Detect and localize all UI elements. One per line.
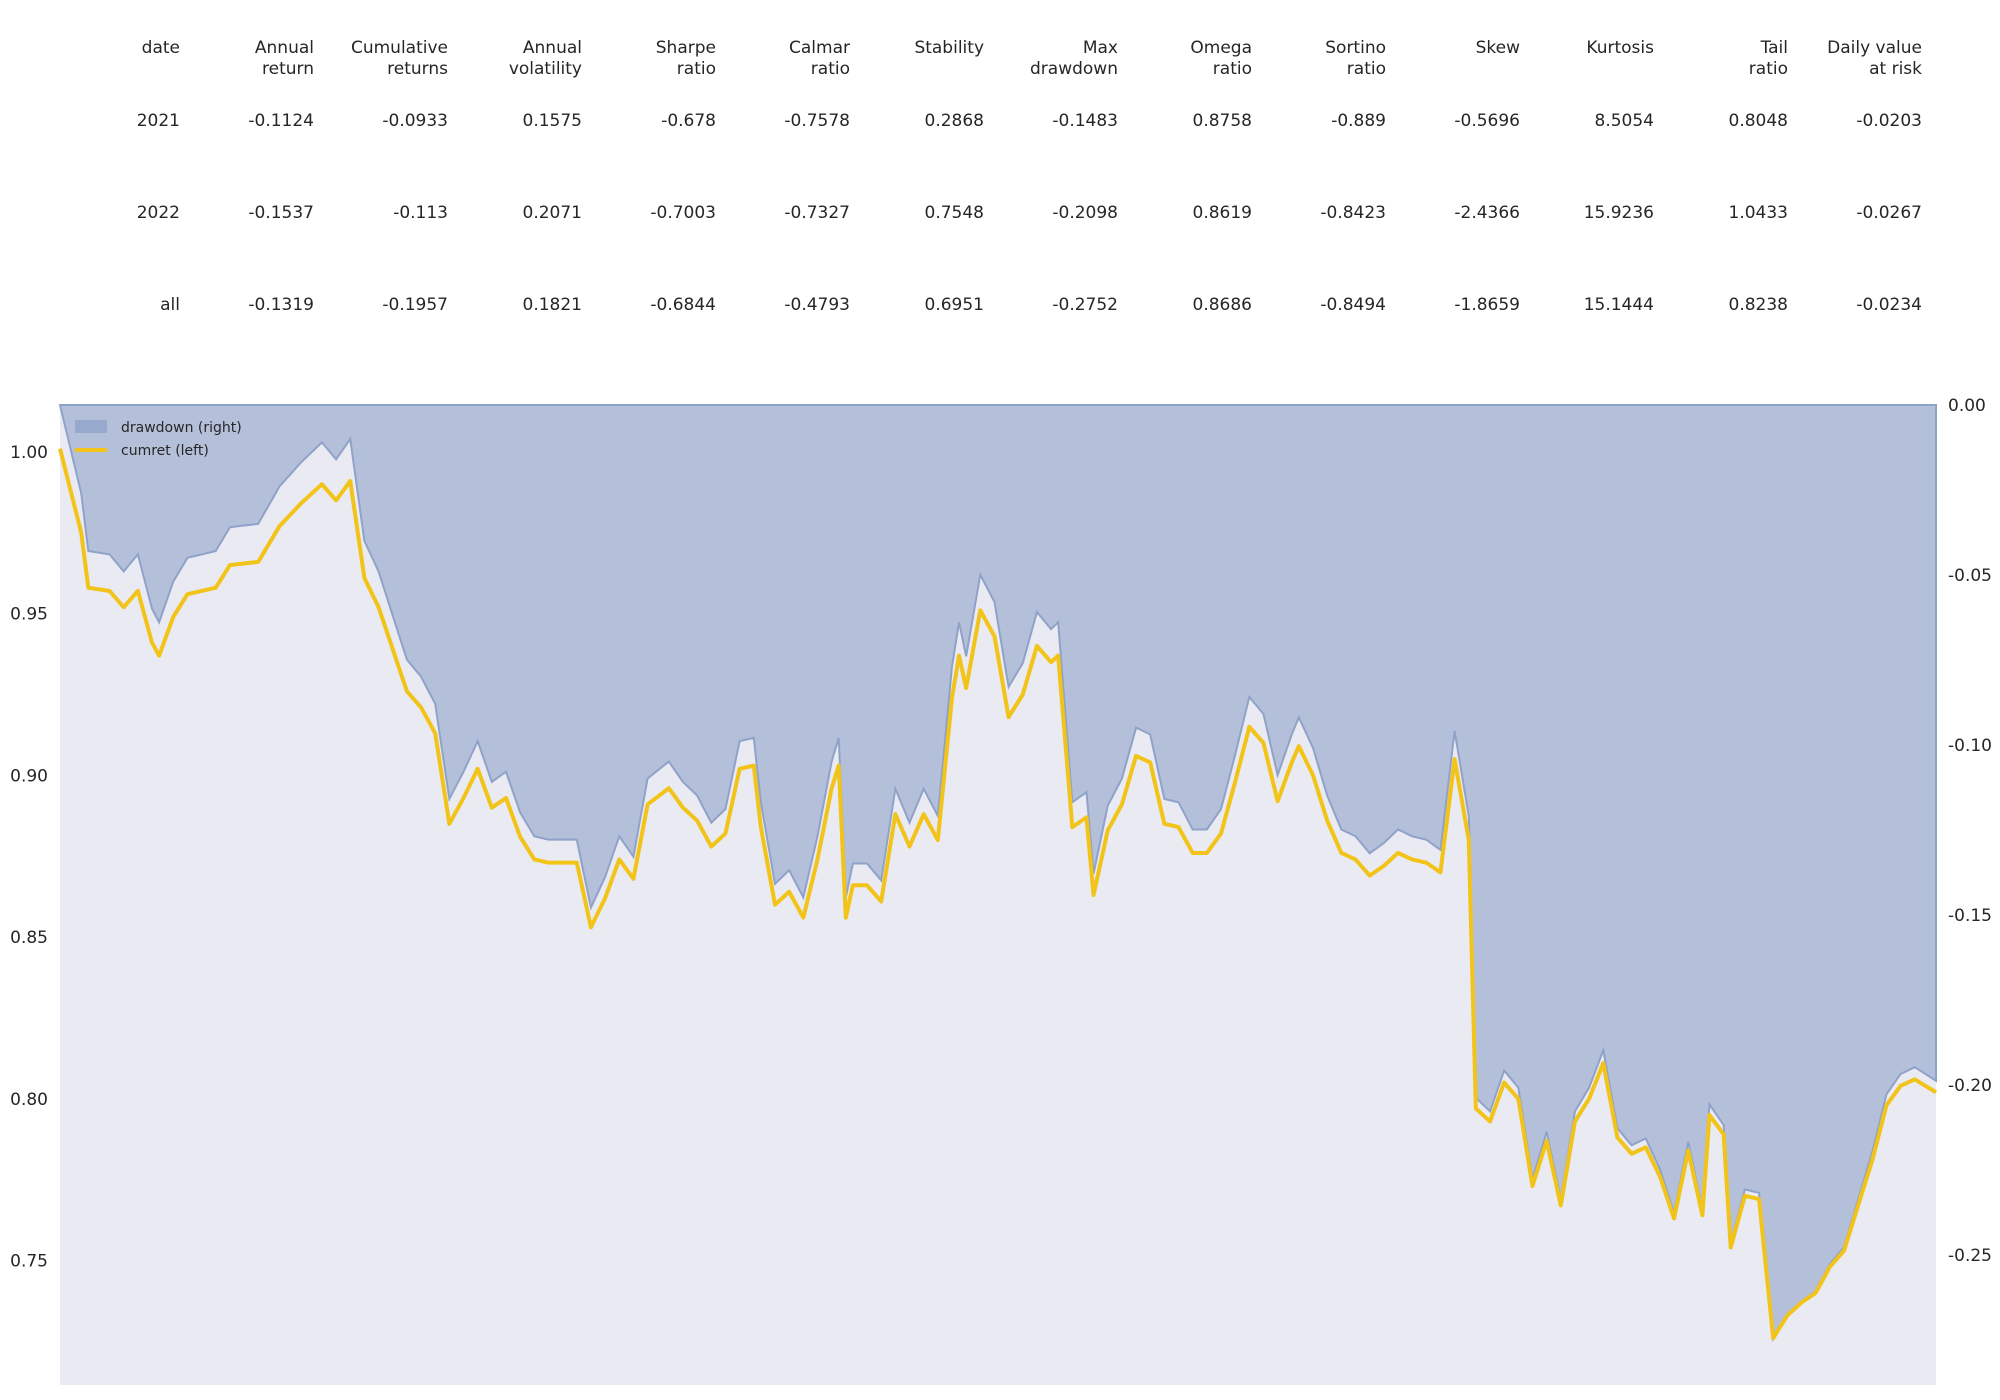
table-cell: 0.1821 xyxy=(522,295,582,315)
table-cell: 0.1575 xyxy=(522,111,582,131)
table-cell: 0.8758 xyxy=(1192,111,1252,131)
legend-swatch-drawdown xyxy=(75,420,107,433)
left-axis-tick-label: 0.80 xyxy=(10,1090,48,1110)
legend-label-cumret: cumret (left) xyxy=(121,443,209,459)
table-cell: -0.0203 xyxy=(1856,111,1922,131)
table-cell: 8.5054 xyxy=(1594,111,1654,131)
table-cell: -0.6844 xyxy=(650,295,716,315)
right-axis-tick-label: -0.15 xyxy=(1948,906,1992,926)
table-cell: -0.2752 xyxy=(1052,295,1118,315)
table-header-cell: date xyxy=(141,38,180,58)
left-y-axis: 0.75 0.80 0.85 0.90 0.95 1.00 xyxy=(10,443,48,1272)
table-cell: 0.8686 xyxy=(1192,295,1252,315)
table-header-cell: Cumulative returns xyxy=(350,38,448,79)
table-cell: -0.8423 xyxy=(1320,203,1386,223)
left-axis-tick-label: 0.90 xyxy=(10,766,48,786)
table-cell: -0.1537 xyxy=(248,203,314,223)
cumret-line-layer xyxy=(58,448,1938,1341)
drawdown-area xyxy=(58,404,1937,1342)
table-header-cell: Calmar ratio xyxy=(789,38,850,79)
table-cell: -0.7578 xyxy=(784,111,850,131)
table-cell: 0.8619 xyxy=(1192,203,1252,223)
table-row-label: 2022 xyxy=(136,203,180,223)
left-axis-tick-label: 0.85 xyxy=(10,928,48,948)
table-cell: 15.9236 xyxy=(1583,203,1654,223)
table-cell: -2.4366 xyxy=(1454,203,1520,223)
table-cell: -0.2098 xyxy=(1052,203,1118,223)
table-cell: -0.1124 xyxy=(248,111,314,131)
table-cell: 0.8048 xyxy=(1728,111,1788,131)
table-cell: -0.678 xyxy=(661,111,716,131)
right-axis-tick-label: 0.00 xyxy=(1948,396,1986,416)
table-cell: -0.4793 xyxy=(784,295,850,315)
drawdown-area-layer xyxy=(58,404,1937,1342)
table-header-cell: Annual volatility xyxy=(508,38,582,79)
table-cell: -0.7327 xyxy=(784,203,850,223)
table-header-cell: Kurtosis xyxy=(1586,38,1654,58)
left-axis-tick-label: 1.00 xyxy=(10,443,48,463)
right-axis-tick-label: -0.05 xyxy=(1948,566,1992,586)
table-cell: -0.5696 xyxy=(1454,111,1520,131)
right-axis-tick-label: -0.20 xyxy=(1948,1076,1992,1096)
table-header-cell: Max drawdown xyxy=(1030,38,1118,79)
table-cell: -0.0267 xyxy=(1856,203,1922,223)
table-cell: 1.0433 xyxy=(1728,203,1788,223)
table-cell: -1.8659 xyxy=(1454,295,1520,315)
table-cell: -0.0933 xyxy=(382,111,448,131)
table-cell: -0.889 xyxy=(1331,111,1386,131)
table-header-cell: Sortino ratio xyxy=(1325,38,1386,79)
table-cell: 15.1444 xyxy=(1583,295,1654,315)
right-y-axis: 0.00 -0.05 -0.10 -0.15 -0.20 -0.25 xyxy=(1948,396,1992,1266)
table-header-cell: Annual return xyxy=(254,38,314,79)
table-cell: -0.1483 xyxy=(1052,111,1118,131)
table-cell: -0.113 xyxy=(393,203,448,223)
left-axis-tick-label: 0.95 xyxy=(10,605,48,625)
table-header-cell: Omega ratio xyxy=(1190,38,1252,79)
table-header-cell: Daily value at risk xyxy=(1827,38,1922,79)
table-cell: -0.8494 xyxy=(1320,295,1386,315)
table-cell: 0.6951 xyxy=(924,295,984,315)
right-axis-tick-label: -0.25 xyxy=(1948,1246,1992,1266)
table-cell: -0.1319 xyxy=(248,295,314,315)
table-cell: 0.8238 xyxy=(1728,295,1788,315)
table-header-cell: Sharpe ratio xyxy=(655,38,716,79)
cumret-line xyxy=(58,448,1938,1341)
table-header-cell: Skew xyxy=(1475,38,1520,58)
legend-label-drawdown: drawdown (right) xyxy=(121,420,242,436)
right-axis-tick-label: -0.10 xyxy=(1948,736,1992,756)
table-cell: -0.0234 xyxy=(1856,295,1922,315)
table-cell: -0.7003 xyxy=(650,203,716,223)
table-row-label: all xyxy=(160,295,180,315)
table-header-cell: Tail ratio xyxy=(1748,38,1788,79)
table-cell: 0.2071 xyxy=(522,203,582,223)
table-row-label: 2021 xyxy=(136,111,180,131)
legend: drawdown (right) cumret (left) xyxy=(75,420,242,459)
table-cell: 0.7548 xyxy=(924,203,984,223)
table-cell: -0.1957 xyxy=(382,295,448,315)
stats-table: date Annual return Cumulative returns Annua… xyxy=(60,20,1940,350)
left-axis-tick-label: 0.75 xyxy=(10,1251,48,1271)
table-header-cell: Stability xyxy=(914,38,984,58)
table-cell: 0.2868 xyxy=(924,111,984,131)
